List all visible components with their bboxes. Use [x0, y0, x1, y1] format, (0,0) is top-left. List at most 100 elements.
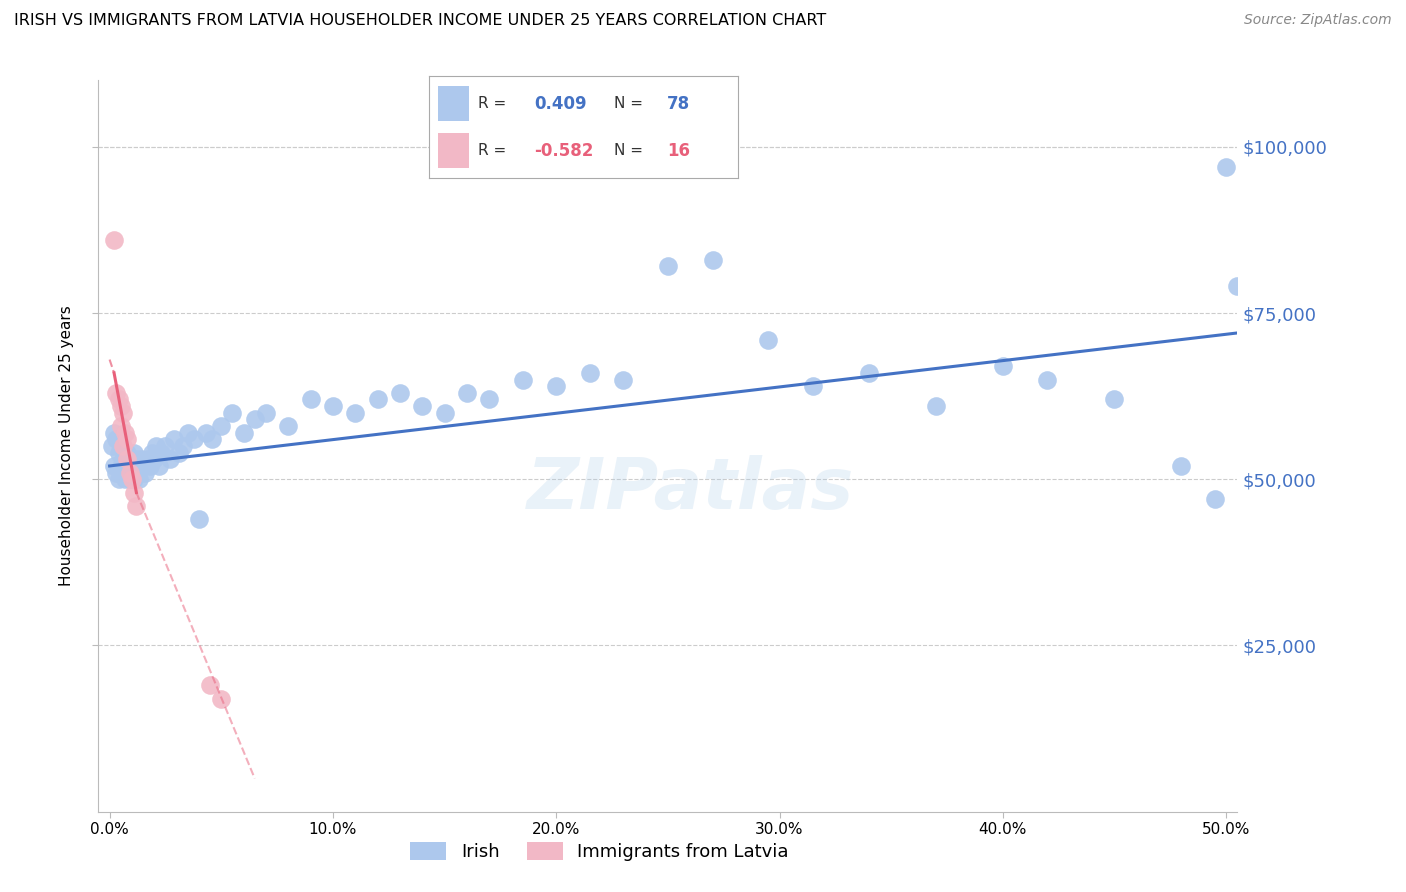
Point	[103, 425, 125, 440]
Point	[118, 472, 141, 486]
Point	[122, 472, 145, 486]
Point	[121, 458, 143, 473]
Point	[121, 466, 143, 480]
Point	[107, 392, 129, 407]
Point	[183, 433, 205, 447]
Point	[125, 466, 148, 480]
Y-axis label: Householder Income Under 25 years: Householder Income Under 25 years	[59, 306, 75, 586]
Point	[159, 452, 181, 467]
Point	[187, 512, 209, 526]
Point	[117, 433, 139, 447]
Point	[114, 458, 136, 473]
Point	[756, 333, 779, 347]
Point	[172, 439, 194, 453]
Point	[546, 379, 568, 393]
Point	[177, 425, 200, 440]
Point	[110, 439, 132, 453]
Point	[122, 445, 145, 459]
Point	[1104, 392, 1126, 407]
Point	[111, 406, 134, 420]
Point	[110, 419, 132, 434]
Point	[139, 458, 162, 473]
Point	[194, 425, 217, 440]
Point	[145, 439, 167, 453]
Point	[1226, 279, 1249, 293]
Point	[163, 433, 186, 447]
Point	[198, 678, 221, 692]
Point	[149, 445, 172, 459]
Point	[344, 406, 367, 420]
Point	[167, 445, 190, 459]
Point	[101, 439, 124, 453]
Point	[132, 458, 155, 473]
Point	[209, 419, 232, 434]
Point	[114, 472, 136, 486]
Point	[107, 472, 129, 486]
Point	[433, 406, 456, 420]
Point	[111, 452, 134, 467]
Text: R =: R =	[478, 96, 506, 111]
Text: 0.409: 0.409	[534, 95, 586, 112]
Point	[201, 433, 224, 447]
Point	[117, 452, 139, 467]
Point	[322, 399, 344, 413]
Point	[118, 466, 141, 480]
Text: 16: 16	[666, 142, 690, 160]
Point	[411, 399, 433, 413]
Point	[612, 372, 634, 386]
Point	[110, 399, 132, 413]
Bar	[439, 87, 470, 121]
Point	[121, 472, 143, 486]
Point	[114, 425, 136, 440]
Point	[801, 379, 824, 393]
Legend: Irish, Immigrants from Latvia: Irish, Immigrants from Latvia	[404, 835, 796, 869]
Point	[991, 359, 1014, 374]
Bar	[439, 133, 470, 168]
Point	[134, 466, 156, 480]
Point	[1170, 458, 1192, 473]
Text: -0.582: -0.582	[534, 142, 593, 160]
Point	[122, 485, 145, 500]
Point	[105, 433, 128, 447]
Point	[103, 458, 125, 473]
Point	[141, 445, 163, 459]
Text: Source: ZipAtlas.com: Source: ZipAtlas.com	[1244, 13, 1392, 28]
Point	[299, 392, 322, 407]
Point	[110, 458, 132, 473]
Point	[702, 252, 724, 267]
Point	[578, 366, 600, 380]
Point	[858, 366, 880, 380]
Point	[125, 452, 148, 467]
Text: 78: 78	[666, 95, 690, 112]
Point	[111, 466, 134, 480]
Point	[117, 445, 139, 459]
Point	[657, 260, 679, 274]
Point	[277, 419, 299, 434]
Point	[103, 233, 125, 247]
Point	[118, 452, 141, 467]
Point	[232, 425, 254, 440]
Point	[1215, 160, 1237, 174]
Point	[388, 385, 411, 400]
Point	[117, 466, 139, 480]
Point	[129, 452, 152, 467]
Point	[254, 406, 277, 420]
Point	[125, 499, 148, 513]
Text: N =: N =	[614, 96, 644, 111]
Text: ZIPatlas: ZIPatlas	[527, 456, 855, 524]
Point	[221, 406, 243, 420]
Point	[155, 439, 177, 453]
Point	[1036, 372, 1059, 386]
Text: N =: N =	[614, 144, 644, 158]
Point	[105, 385, 128, 400]
Point	[456, 385, 478, 400]
Point	[512, 372, 534, 386]
Point	[148, 458, 170, 473]
Text: R =: R =	[478, 144, 506, 158]
Point	[1237, 359, 1260, 374]
Point	[128, 458, 150, 473]
Point	[111, 439, 134, 453]
Point	[209, 691, 232, 706]
Point	[107, 445, 129, 459]
Point	[478, 392, 501, 407]
